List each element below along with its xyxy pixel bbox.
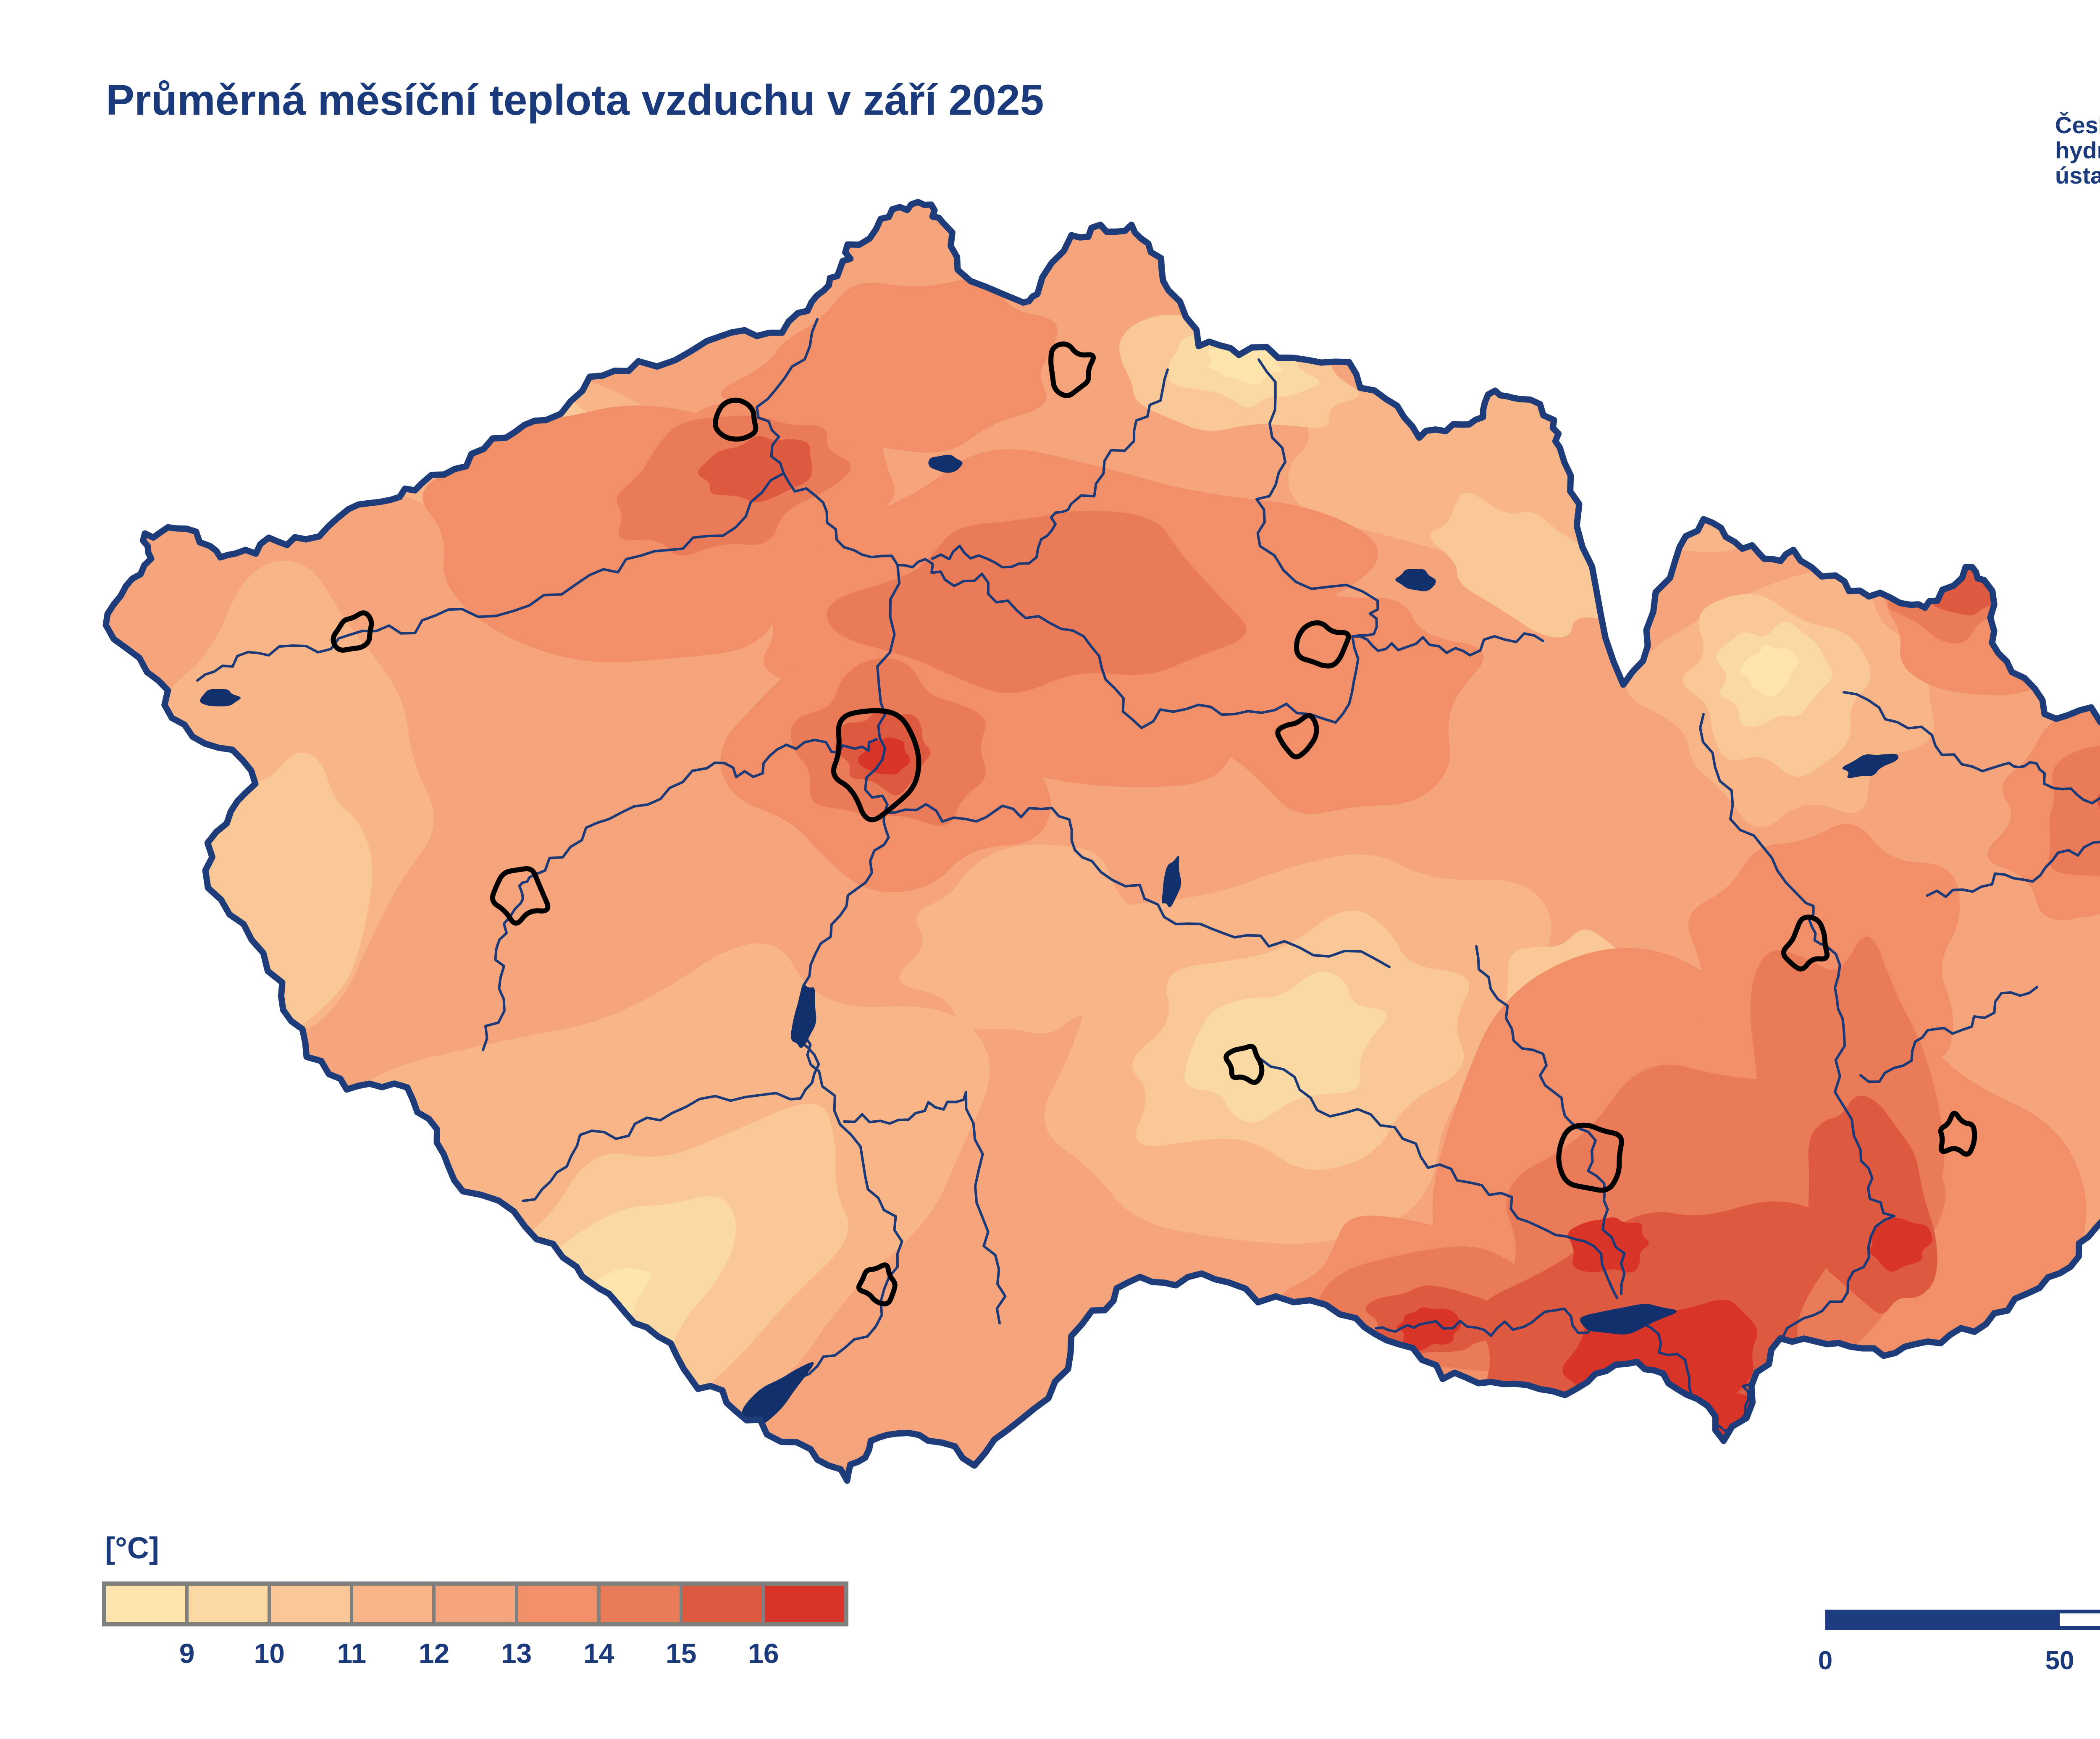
legend-color-cell	[189, 1586, 268, 1622]
city-boundary	[1048, 341, 1096, 398]
river	[1351, 632, 1544, 657]
legend-tick-label: 16	[748, 1638, 779, 1669]
river	[1375, 1307, 1723, 1429]
temperature-zone	[1924, 541, 2013, 615]
temperature-zone	[1184, 971, 1387, 1123]
temperature-zone	[1869, 1218, 1932, 1272]
legend-color-cell	[271, 1586, 350, 1622]
legend-tick-label: 10	[254, 1638, 285, 1669]
city-boundary	[1938, 1111, 1977, 1157]
water-bodies	[200, 454, 1899, 1435]
legend-color-cell	[600, 1586, 680, 1622]
reservoir	[1395, 569, 1436, 591]
legend-color-cell	[436, 1586, 515, 1622]
temperature-zone	[698, 436, 812, 502]
city-boundary	[1294, 620, 1351, 669]
temperature-zone	[721, 278, 1058, 453]
temperature-zone	[1740, 644, 1799, 696]
city-boundary	[490, 866, 551, 926]
scalebar-filled-half	[1829, 1613, 2060, 1626]
temperature-zone	[1662, 1392, 1758, 1467]
temperature-zone	[1181, 594, 1484, 814]
legend-tick-label: 12	[418, 1638, 450, 1669]
legend-tick-label: 14	[583, 1638, 614, 1669]
logo-line-2: hydrometeorologický	[2055, 137, 2100, 163]
temperature-zone	[1207, 346, 1283, 385]
river	[1843, 691, 2100, 820]
legend-tick-label: 11	[337, 1638, 367, 1669]
river	[1475, 945, 1626, 1295]
reservoir	[729, 1362, 814, 1435]
city-boundary	[713, 397, 759, 442]
legend-tick-label: 9	[179, 1638, 195, 1669]
temperature-zone	[899, 844, 1160, 1034]
river	[756, 318, 1379, 729]
reservoir	[1842, 754, 1899, 778]
scalebar-label: 0	[1818, 1646, 1833, 1675]
river	[1926, 777, 2100, 898]
river	[522, 1040, 820, 1202]
temperature-zone	[2049, 746, 2100, 888]
reservoir	[791, 985, 816, 1048]
legend-unit-label: [°C]	[105, 1531, 159, 1565]
scalebar	[1825, 1610, 2100, 1630]
temperature-zone	[827, 510, 1247, 693]
scalebar-labels: 050100 km	[1818, 1646, 2100, 1679]
legend-tick-label: 13	[501, 1638, 532, 1669]
legend-color-cell	[518, 1586, 597, 1622]
temperature-zone	[1431, 493, 1617, 638]
reservoir	[1580, 1304, 1677, 1335]
city-boundary	[1275, 713, 1319, 759]
city-boundary	[331, 610, 374, 653]
legend-color-cell	[682, 1586, 762, 1622]
river	[931, 368, 1169, 569]
river	[196, 472, 785, 682]
logo-line-3: ústav	[2055, 162, 2100, 189]
river	[883, 803, 1391, 968]
logo-line-1: Český	[2055, 112, 2100, 138]
reservoir	[928, 454, 963, 473]
reservoir	[200, 689, 241, 707]
legend-tick-label: 15	[666, 1638, 697, 1669]
river	[843, 1091, 1007, 1324]
country-border	[102, 199, 2100, 1484]
city-boundaries	[331, 341, 1977, 1307]
legend-colorbar	[102, 1581, 848, 1626]
temperature-zone	[1396, 1307, 1461, 1351]
reservoir	[1162, 856, 1181, 908]
river	[482, 874, 534, 1051]
river	[1859, 986, 2038, 1083]
river	[1259, 1057, 1618, 1299]
logo-wordmark: Český hydrometeorologický ústav	[2055, 113, 2100, 188]
city-boundary	[831, 708, 921, 822]
city-boundary	[856, 1262, 898, 1307]
legend-color-cell	[765, 1586, 844, 1622]
city-boundary	[1223, 1043, 1265, 1085]
scalebar-label: 50	[2045, 1646, 2074, 1675]
legend-tick-labels: 9 10 11 12 13 14 15 16	[102, 1637, 848, 1671]
legend-color-cell	[353, 1586, 433, 1622]
city-boundary	[1781, 914, 1830, 972]
city-boundary	[1556, 1122, 1624, 1193]
temperature-zone	[1568, 1217, 1649, 1273]
legend-color-cell	[106, 1586, 186, 1622]
page-title: Průměrná měsíční teplota vzduchu v září …	[106, 76, 1044, 124]
